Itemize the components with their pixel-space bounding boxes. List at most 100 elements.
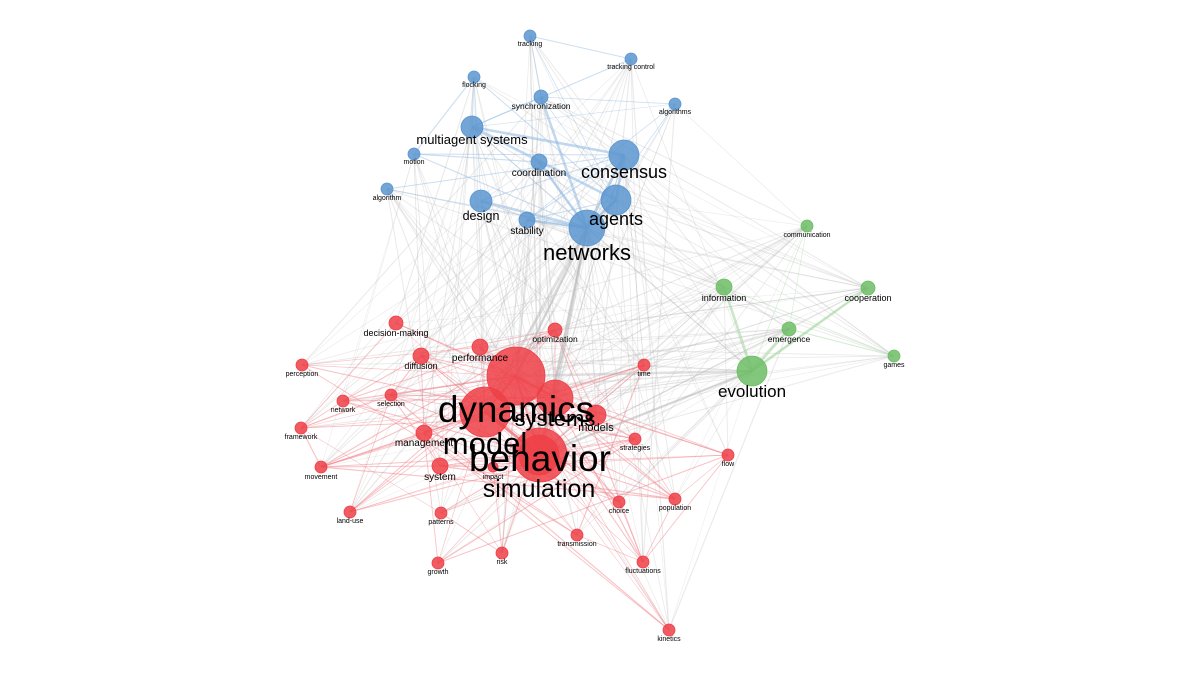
edge (526, 219, 725, 288)
node-cooperation[interactable] (860, 280, 876, 296)
node-coordination[interactable] (530, 153, 548, 171)
edge (554, 328, 790, 399)
node-agents[interactable] (600, 184, 632, 216)
edge (386, 188, 517, 377)
node-behavior[interactable] (512, 427, 568, 483)
node-performance[interactable] (471, 338, 489, 356)
node-consensus[interactable] (608, 139, 640, 171)
edge (492, 225, 808, 468)
edge (473, 76, 895, 357)
node-system[interactable] (431, 457, 449, 475)
edge (386, 188, 597, 416)
node-stability[interactable] (518, 211, 536, 229)
node-dynamics[interactable] (486, 346, 546, 406)
edge (538, 370, 753, 456)
node-diffusion[interactable] (412, 347, 430, 365)
edge (342, 329, 556, 402)
node-information[interactable] (715, 278, 733, 296)
node-models[interactable] (585, 404, 607, 426)
strong-edge (539, 369, 753, 457)
edge (595, 414, 676, 500)
edge (471, 126, 486, 413)
edge (423, 432, 439, 564)
edge (668, 370, 753, 631)
edge (395, 287, 869, 324)
nodes-layer (294, 29, 901, 637)
node-transmission[interactable] (570, 528, 584, 542)
node-evolution[interactable] (736, 355, 768, 387)
node-selection[interactable] (384, 388, 398, 402)
node-growth[interactable] (431, 556, 445, 570)
node-patterns[interactable] (434, 506, 448, 520)
edge (538, 227, 588, 456)
edge (300, 414, 597, 429)
node-games[interactable] (887, 349, 901, 363)
edge (420, 355, 425, 434)
node-flow[interactable] (721, 448, 735, 462)
node-management[interactable] (415, 424, 433, 442)
node-impact[interactable] (487, 461, 499, 473)
edge (439, 76, 475, 467)
edge (349, 227, 588, 513)
edge (395, 219, 528, 324)
edge (788, 225, 808, 330)
edge (420, 58, 632, 357)
node-optimization[interactable] (547, 322, 563, 338)
node-emergence[interactable] (781, 321, 797, 337)
node-model[interactable] (459, 386, 511, 438)
edge (515, 375, 644, 563)
edge (320, 355, 895, 468)
edge (554, 329, 597, 416)
edge (300, 200, 482, 429)
node-synchronization[interactable] (533, 89, 549, 105)
node-network[interactable] (336, 394, 350, 408)
node-risk[interactable] (495, 546, 509, 560)
edge (480, 200, 486, 413)
edge (539, 370, 753, 456)
edge (634, 370, 753, 440)
node-systems[interactable] (536, 379, 574, 417)
node-tracking-control[interactable] (624, 52, 638, 66)
edge (479, 58, 632, 348)
edge (618, 328, 790, 503)
node-movement[interactable] (314, 460, 328, 474)
edge (630, 58, 753, 372)
edge (538, 161, 790, 330)
node-fluctuations[interactable] (636, 555, 650, 569)
node-algorithm[interactable] (380, 182, 394, 196)
label-selection: selection (377, 401, 405, 408)
label-decision-making: decision-making (363, 328, 428, 338)
node-population[interactable] (668, 492, 682, 506)
edge (439, 328, 790, 467)
edge (437, 454, 729, 564)
edge (349, 287, 869, 513)
edge (301, 346, 481, 366)
node-kinetics[interactable] (662, 623, 676, 637)
node-time[interactable] (637, 358, 651, 372)
node-design[interactable] (469, 189, 493, 213)
label-communication: communication (783, 232, 830, 239)
node-framework[interactable] (294, 421, 308, 435)
edge (526, 154, 625, 221)
edge (529, 35, 729, 456)
node-communication[interactable] (800, 219, 814, 233)
node-perception[interactable] (295, 358, 309, 372)
edge (642, 498, 676, 563)
node-choice[interactable] (612, 495, 626, 509)
edge (540, 96, 869, 289)
node-networks[interactable] (568, 209, 606, 247)
edge (540, 96, 556, 399)
node-decision-making[interactable] (388, 315, 404, 331)
node-land-use[interactable] (343, 505, 357, 519)
edge (586, 227, 725, 288)
node-motion[interactable] (407, 147, 421, 161)
node-multiagent-systems[interactable] (460, 115, 484, 139)
node-strategies[interactable] (628, 432, 642, 446)
label-strategies: strategies (620, 445, 651, 452)
node-algorithms[interactable] (668, 97, 682, 111)
node-flocking[interactable] (467, 70, 481, 84)
edge (390, 328, 790, 396)
edge (539, 287, 869, 456)
node-tracking[interactable] (523, 29, 537, 43)
edge (615, 199, 808, 227)
